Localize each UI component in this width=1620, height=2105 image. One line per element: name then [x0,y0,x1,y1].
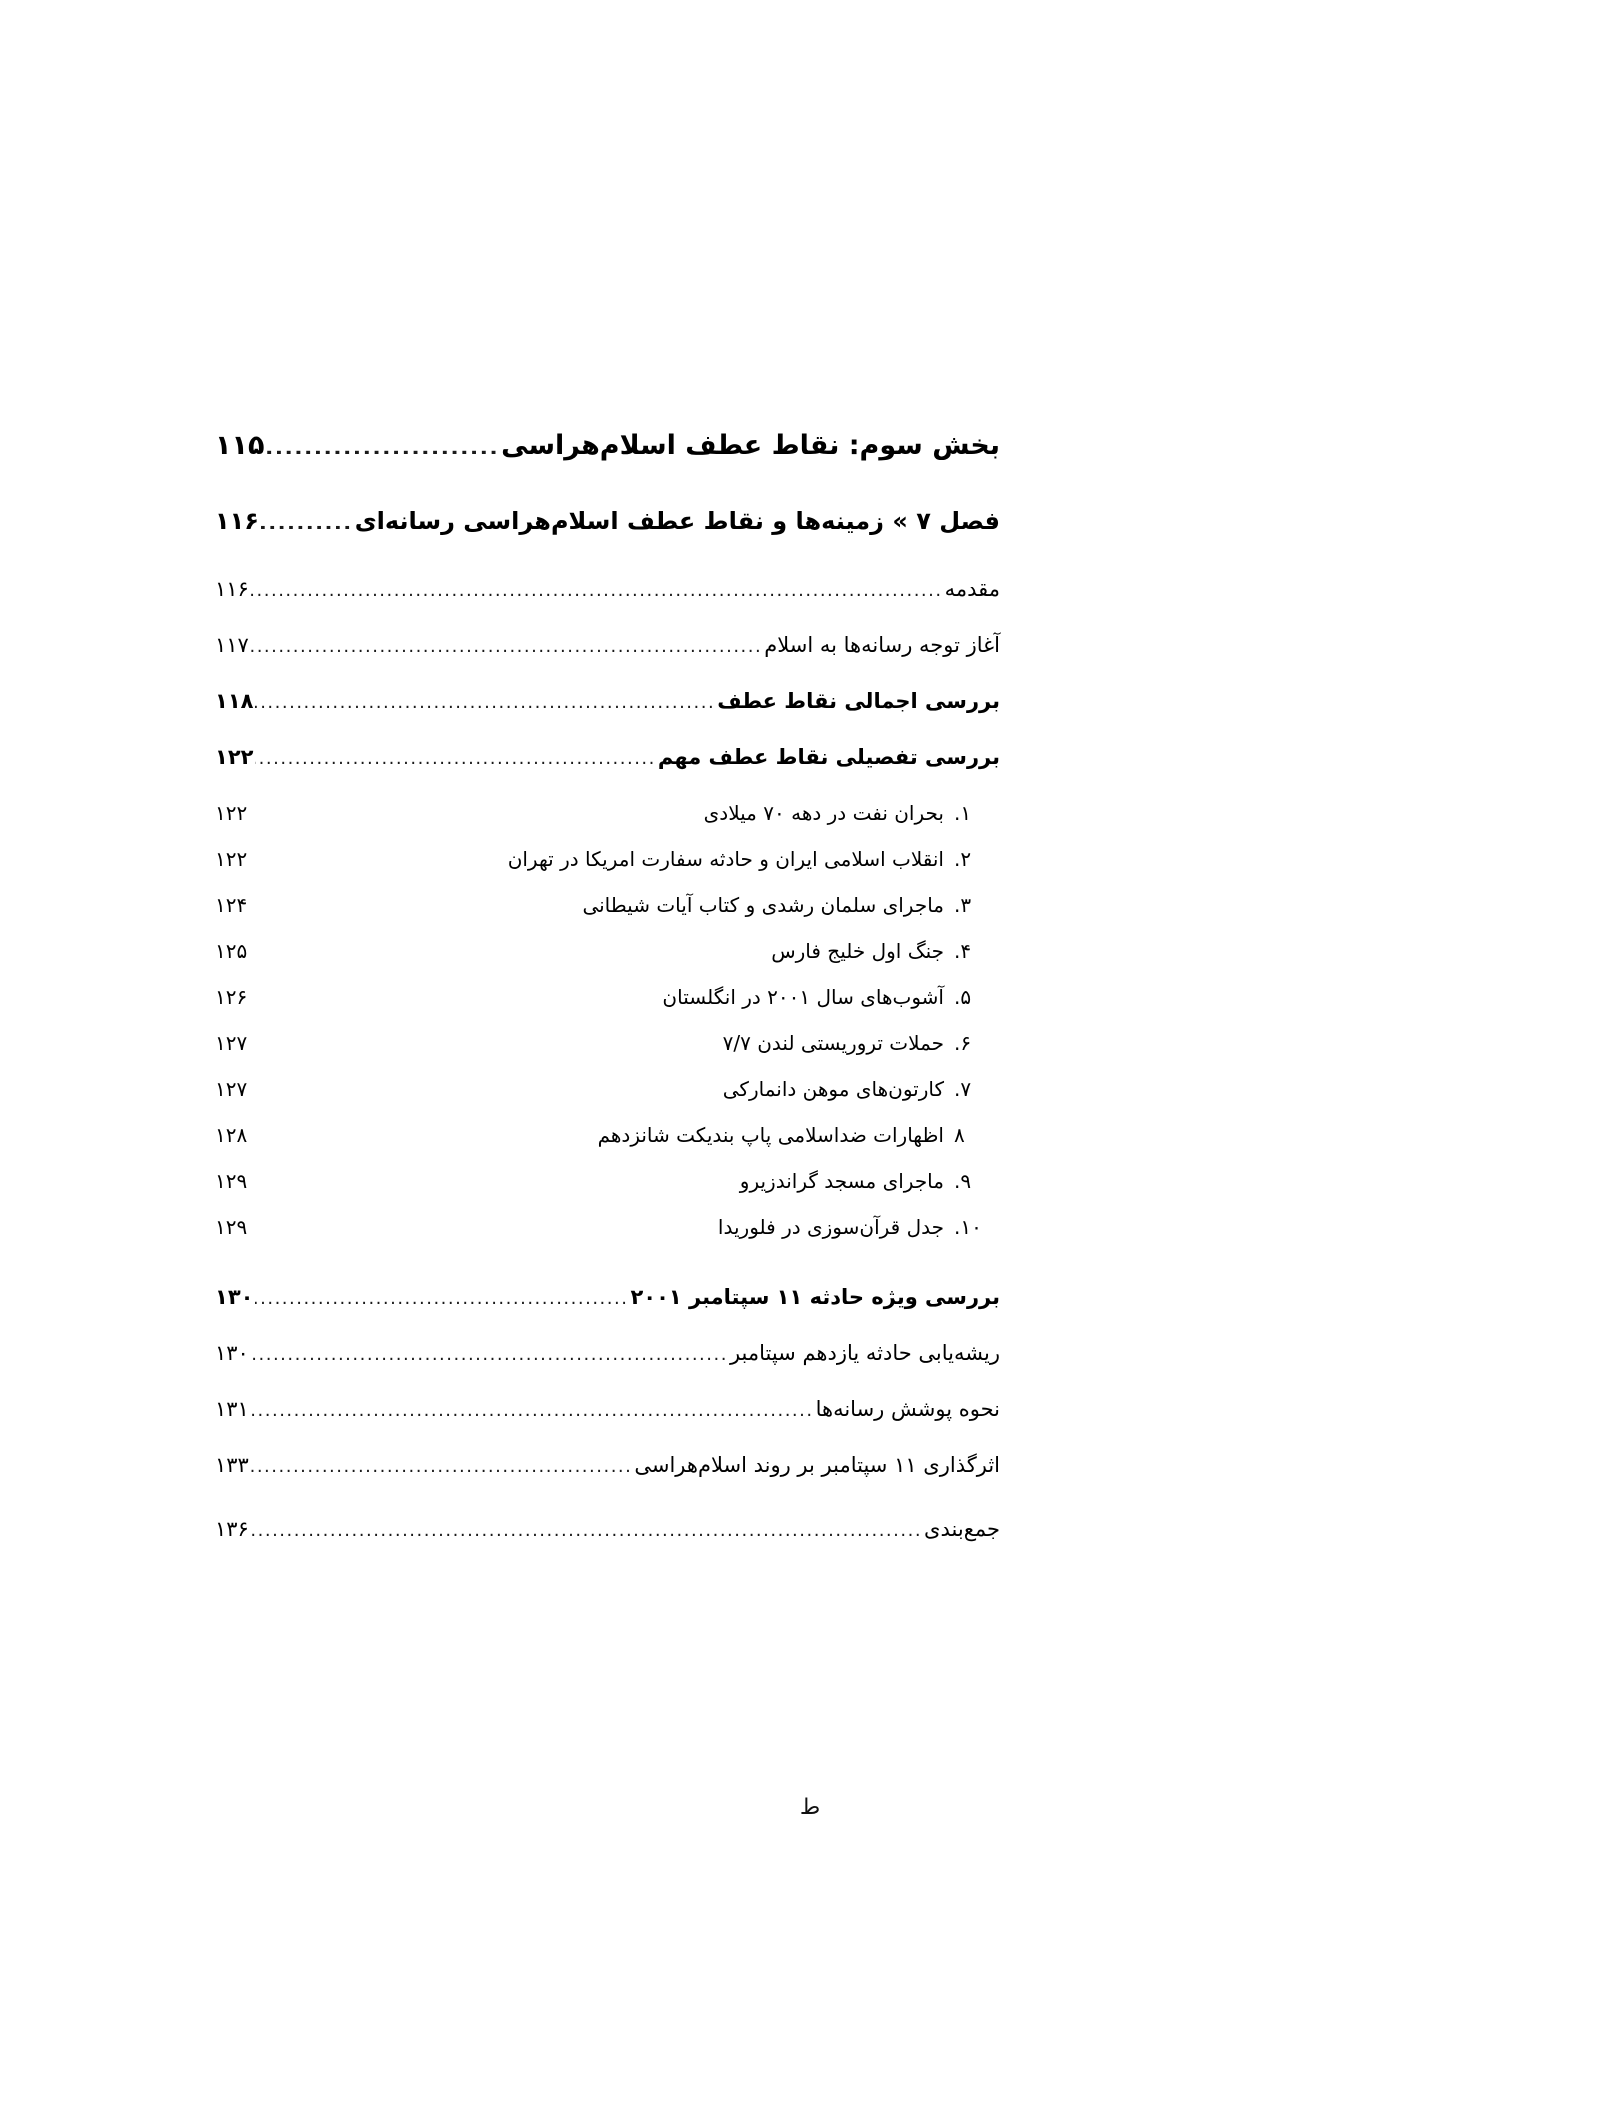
toc-entry-title: اثرگذاری ۱۱ سپتامبر بر روند اسلام‌هراسی [634,1453,1000,1477]
toc-part-page: ۱۱۵ [215,430,265,461]
list-item-label: ماجرای مسجد گراندزیرو [739,1169,944,1193]
leader-dots [266,438,499,454]
toc-part-heading[interactable]: بخش سوم: نقاط عطف اسلام‌هراسی ۱۱۵ [215,430,1000,461]
list-item-page: ۱۲۹ [215,1169,248,1193]
toc-chapter-heading[interactable]: فصل ۷ » زمینه‌ها و نقاط عطف اسلام‌هراسی … [215,507,1000,535]
leader-dots [251,580,943,596]
toc-entry-page: ۱۱۷ [215,633,249,657]
toc-entry-page: ۱۳۰ [215,1285,254,1309]
toc-entry-page: ۱۳۶ [215,1517,249,1541]
leader-dots [251,1520,922,1536]
page-marker: ط [799,1795,821,1820]
list-item-page: ۱۲۴ [215,893,248,917]
toc-chapter-title: فصل ۷ » زمینه‌ها و نقاط عطف اسلام‌هراسی … [354,507,1000,535]
toc-entry-page: ۱۱۶ [215,577,249,601]
list-item-label: انقلاب اسلامی ایران و حادثه سفارت امریکا… [507,847,944,871]
list-item-marker: ۷. [954,1077,972,1101]
toc-entry-detailed-turning-points[interactable]: بررسی تفصیلی نقاط عطف مهم ۱۲۲ [215,745,1000,769]
toc-entry-page: ۱۳۳ [215,1453,249,1477]
list-item-page: ۱۲۶ [215,985,248,1009]
toc-entry-page: ۱۱۸ [215,689,254,713]
toc-entry-roots-911[interactable]: ریشه‌یابی حادثه یازدهم سپتامبر ۱۳۰ [215,1341,1000,1365]
list-item-marker: ۶. [954,1031,972,1055]
list-item[interactable]: ۸ اظهارات ضداسلامی پاپ بندیکت شانزدهم ۱۲… [215,1123,1000,1147]
toc-content: بخش سوم: نقاط عطف اسلام‌هراسی ۱۱۵ فصل ۷ … [215,430,1000,1573]
list-item-marker: ۱. [954,801,972,825]
toc-entry-page: ۱۲۲ [215,745,254,769]
toc-entry-page: ۱۳۰ [215,1341,249,1365]
toc-part-title: بخش سوم: نقاط عطف اسلام‌هراسی [501,430,1000,461]
list-item-label: آشوب‌های سال ۲۰۰۱ در انگلستان [662,985,944,1009]
list-item-label: کارتون‌های موهن دانمارکی [722,1077,944,1101]
list-item-marker: ۱۰. [954,1215,982,1239]
list-item[interactable]: ۳. ماجرای سلمان رشدی و کتاب آیات شیطانی … [215,893,1000,917]
toc-entry-911-impact[interactable]: اثرگذاری ۱۱ سپتامبر بر روند اسلام‌هراسی … [215,1453,1000,1477]
toc-entry-special-911[interactable]: بررسی ویژه حادثه ۱۱ سپتامبر ۲۰۰۱ ۱۳۰ [215,1285,1000,1309]
list-item-marker: ۳. [954,893,972,917]
toc-entry-overview-turning-points[interactable]: بررسی اجمالی نقاط عطف ۱۱۸ [215,689,1000,713]
list-item[interactable]: ۱. بحران نفت در دهه ۷۰ میلادی ۱۲۲ [215,801,1000,825]
list-item[interactable]: ۹. ماجرای مسجد گراندزیرو ۱۲۹ [215,1169,1000,1193]
leader-dots [251,1400,814,1416]
list-item[interactable]: ۲. انقلاب اسلامی ایران و حادثه سفارت امر… [215,847,1000,871]
list-item-label: جنگ اول خلیج فارس [771,939,944,963]
list-item[interactable]: ۶. حملات تروریستی لندن ۷/۷ ۱۲۷ [215,1031,1000,1055]
list-item-label: ماجرای سلمان رشدی و کتاب آیات شیطانی [582,893,944,917]
list-item-page: ۱۲۷ [215,1077,248,1101]
leader-dots [255,748,655,764]
list-item-page: ۱۲۲ [215,801,248,825]
toc-entry-moghaddameh[interactable]: مقدمه ۱۱۶ [215,577,1000,601]
toc-numbered-list: ۱. بحران نفت در دهه ۷۰ میلادی ۱۲۲ ۲. انق… [215,801,1000,1239]
list-item[interactable]: ۱۰. جدل قرآن‌سوزی در فلوریدا ۱۲۹ [215,1215,1000,1239]
toc-entry-conclusion[interactable]: جمع‌بندی ۱۳۶ [215,1517,1000,1541]
list-item-label: بحران نفت در دهه ۷۰ میلادی [703,801,944,825]
toc-entry-title: بررسی تفصیلی نقاط عطف مهم [657,745,1000,769]
toc-entry-title: ریشه‌یابی حادثه یازدهم سپتامبر [729,1341,1000,1365]
toc-entry-title: جمع‌بندی [924,1517,1000,1541]
list-item-label: جدل قرآن‌سوزی در فلوریدا [717,1215,944,1239]
leader-dots [255,692,715,708]
toc-entry-media-coverage[interactable]: نحوه پوشش رسانه‌ها ۱۳۱ [215,1397,1000,1421]
list-item-page: ۱۲۲ [215,847,248,871]
list-item-page: ۱۲۵ [215,939,248,963]
list-item-page: ۱۲۷ [215,1031,248,1055]
list-item[interactable]: ۷. کارتون‌های موهن دانمارکی ۱۲۷ [215,1077,1000,1101]
leader-dots [251,1456,633,1472]
leader-dots [255,1288,628,1304]
list-item-page: ۱۲۸ [215,1123,248,1147]
toc-entry-title: بررسی ویژه حادثه ۱۱ سپتامبر ۲۰۰۱ [630,1285,1000,1309]
leader-dots [261,513,353,529]
list-item-marker: ۲. [954,847,972,871]
toc-entry-title: نحوه پوشش رسانه‌ها [815,1397,1000,1421]
list-item-label: حملات تروریستی لندن ۷/۷ [722,1031,944,1055]
list-item-marker: ۴. [954,939,972,963]
toc-chapter-page: ۱۱۶ [215,507,259,535]
list-item-marker: ۵. [954,985,972,1009]
toc-entry-title: بررسی اجمالی نقاط عطف [717,689,1000,713]
list-item-label: اظهارات ضداسلامی پاپ بندیکت شانزدهم [597,1123,944,1147]
list-item-marker: ۹. [954,1169,972,1193]
leader-dots [251,636,762,652]
toc-entry-media-attention[interactable]: آغاز توجه رسانه‌ها به اسلام ۱۱۷ [215,633,1000,657]
list-item-marker: ۸ [954,1123,965,1147]
toc-entry-title: آغاز توجه رسانه‌ها به اسلام [764,633,1000,657]
page-number-footer: ط [0,1795,1620,1820]
toc-entry-page: ۱۳۱ [215,1397,249,1421]
list-item[interactable]: ۵. آشوب‌های سال ۲۰۰۱ در انگلستان ۱۲۶ [215,985,1000,1009]
list-item-page: ۱۲۹ [215,1215,248,1239]
leader-dots [251,1344,728,1360]
toc-entry-title: مقدمه [944,577,1000,601]
list-item[interactable]: ۴. جنگ اول خلیج فارس ۱۲۵ [215,939,1000,963]
